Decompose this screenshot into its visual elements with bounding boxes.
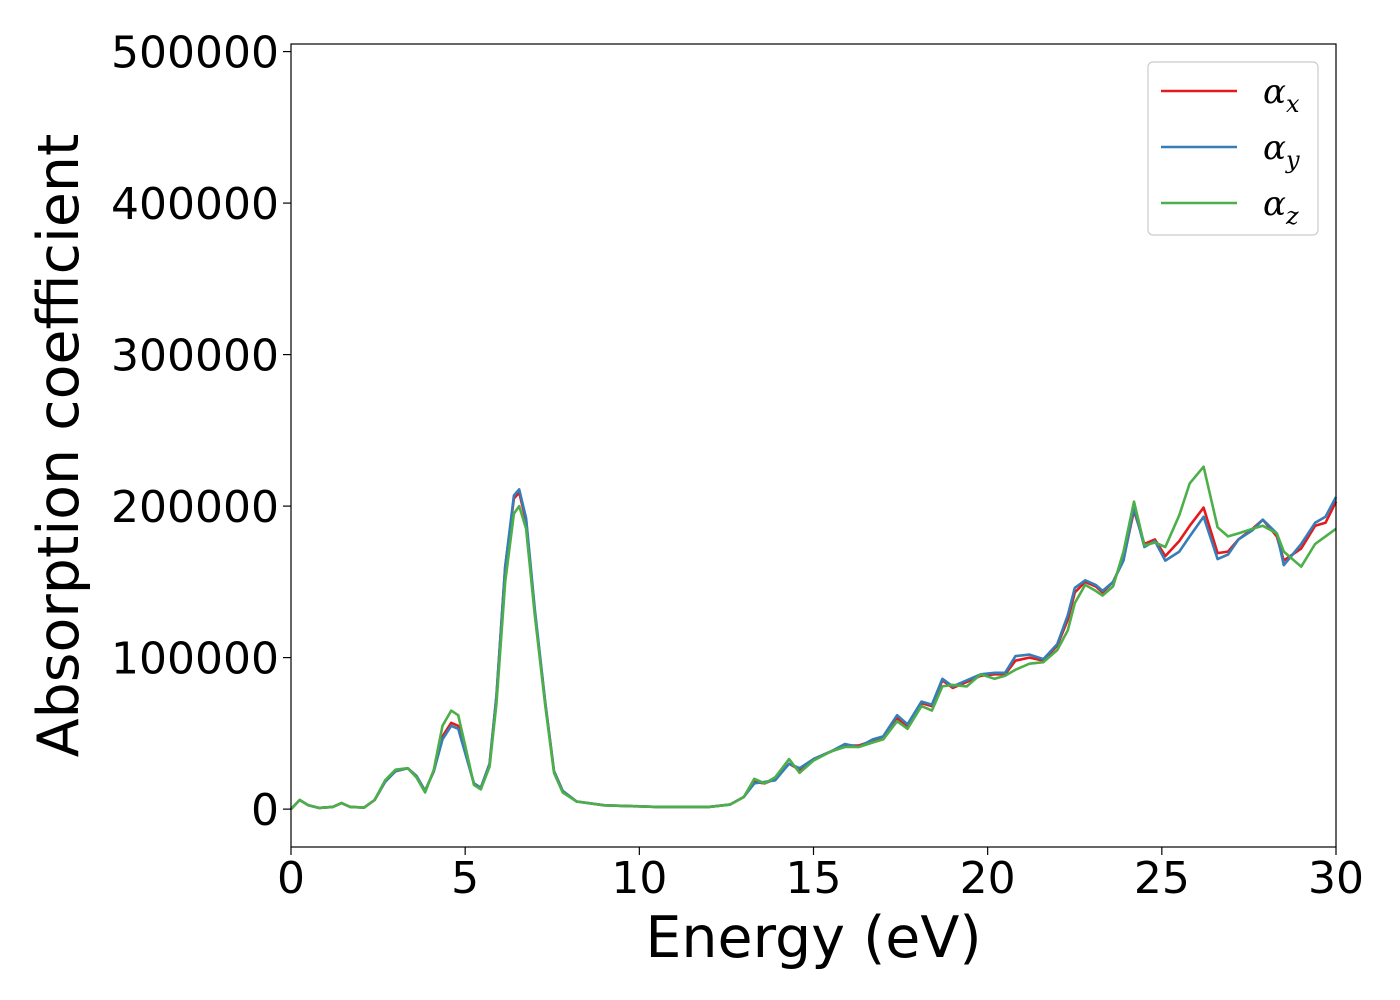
- y-tick-label: 300000: [111, 331, 279, 382]
- legend-label-z: αz: [1263, 184, 1299, 230]
- legend: αx αy αz: [1147, 61, 1319, 236]
- x-tick-label: 5: [451, 853, 479, 904]
- x-axis-title: Energy (eV): [645, 905, 981, 971]
- legend-label-y: αy: [1263, 128, 1300, 174]
- series-line-z: [290, 465, 1337, 810]
- y-tick-label: 500000: [111, 28, 279, 79]
- x-tick-label: 10: [611, 853, 667, 904]
- y-tick-label: 0: [251, 785, 279, 836]
- legend-label-x: αx: [1263, 72, 1300, 118]
- x-tick-label: 20: [960, 853, 1016, 904]
- y-tick-label: 400000: [111, 179, 279, 230]
- x-tick-label: 0: [277, 853, 305, 904]
- series-layer: [290, 465, 1338, 810]
- x-tick-label: 30: [1308, 853, 1364, 904]
- legend-box: [1147, 61, 1319, 236]
- y-axis: 0 100000 200000 300000 400000 500000: [111, 28, 291, 836]
- x-tick-label: 25: [1134, 853, 1190, 904]
- y-tick-label: 200000: [111, 482, 279, 533]
- y-axis-title: Absorption coefficient: [26, 134, 92, 758]
- x-tick-label: 15: [786, 853, 842, 904]
- x-axis: 0 5 10 15 20 25 30: [277, 847, 1364, 904]
- y-tick-label: 100000: [111, 634, 279, 685]
